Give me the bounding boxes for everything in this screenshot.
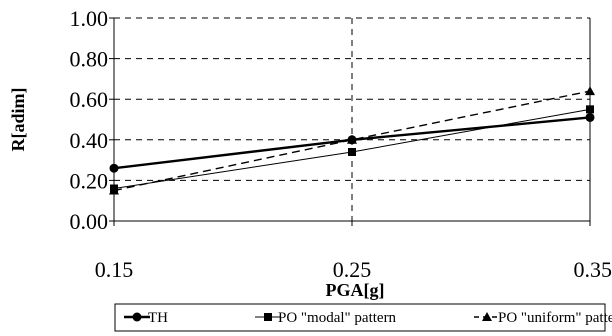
y-tick-label: 0.40 bbox=[70, 128, 109, 153]
grid-lines bbox=[114, 17, 590, 221]
data-point-2-1 bbox=[347, 134, 357, 144]
y-tick-label: 0.20 bbox=[70, 168, 109, 193]
data-point-2-2 bbox=[585, 86, 595, 96]
legend-label-0: TH bbox=[148, 310, 168, 326]
legend-label-2: PO "uniform" pattern bbox=[498, 310, 612, 326]
y-axis-title: R[adim] bbox=[8, 88, 28, 152]
x-tick-label: 0.35 bbox=[574, 257, 612, 282]
legend-box bbox=[114, 303, 606, 332]
legend: TH PO "modal" pattern PO "uniform" pattern bbox=[114, 303, 612, 332]
legend-marker-1 bbox=[264, 313, 272, 321]
x-tick-label: 0.25 bbox=[333, 257, 372, 282]
legend-marker-0 bbox=[132, 312, 142, 322]
data-point-0-0 bbox=[109, 163, 119, 173]
series-line-2 bbox=[113, 90, 591, 192]
x-tick-label: 0.15 bbox=[95, 257, 134, 282]
tick-labels: 0.00 0.20 0.40 0.60 0.80 1.00 0.15 0.25 0.35 bbox=[70, 6, 612, 282]
data-point-1-1 bbox=[348, 147, 356, 156]
series-lines bbox=[109, 86, 595, 195]
data-point-2-0 bbox=[109, 185, 119, 195]
y-tick-label: 0.80 bbox=[70, 47, 109, 72]
legend-label-1: PO "modal" pattern bbox=[278, 310, 397, 326]
legend-marker-2 bbox=[482, 312, 492, 321]
data-point-1-2 bbox=[586, 105, 594, 114]
y-tick-label: 1.00 bbox=[70, 6, 109, 31]
y-tick-label: 0.60 bbox=[70, 87, 109, 112]
x-axis-title: PGA[g] bbox=[326, 280, 385, 300]
data-point-0-2 bbox=[585, 112, 595, 122]
y-tick-label: 0.00 bbox=[70, 209, 109, 234]
